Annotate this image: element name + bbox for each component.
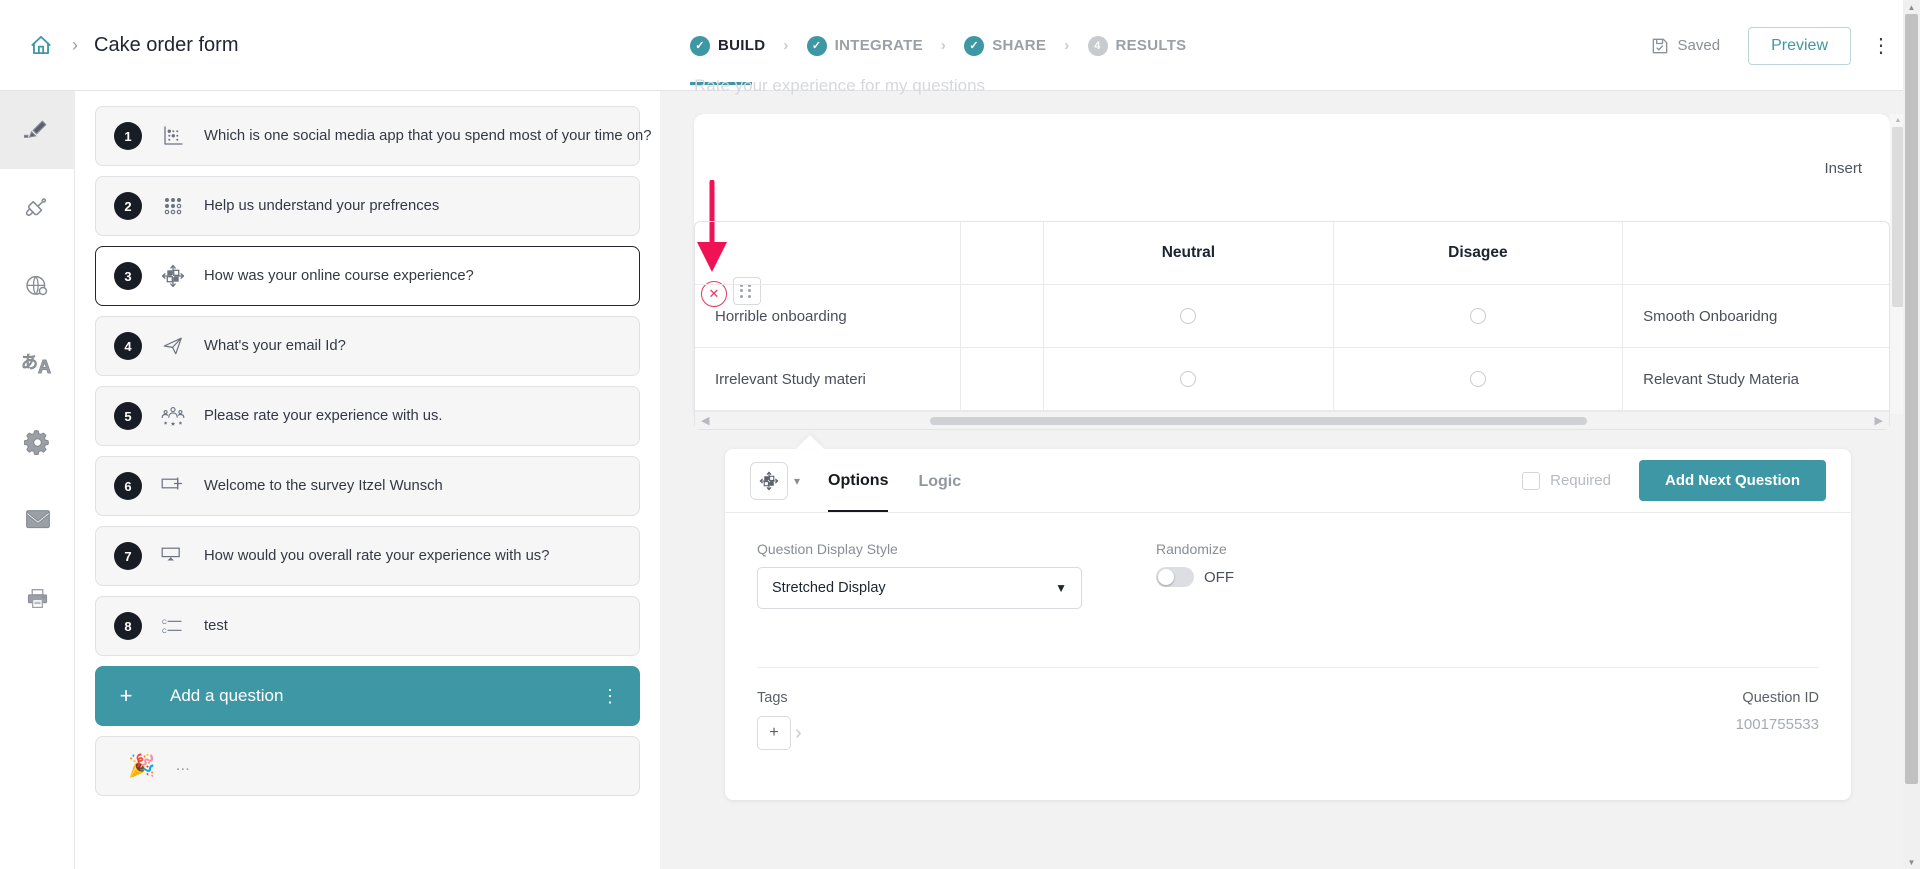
- svg-text:A: A: [38, 357, 51, 377]
- svg-text:あ: あ: [21, 353, 38, 372]
- svg-text:C: C: [162, 628, 167, 635]
- svg-text:C: C: [162, 619, 167, 626]
